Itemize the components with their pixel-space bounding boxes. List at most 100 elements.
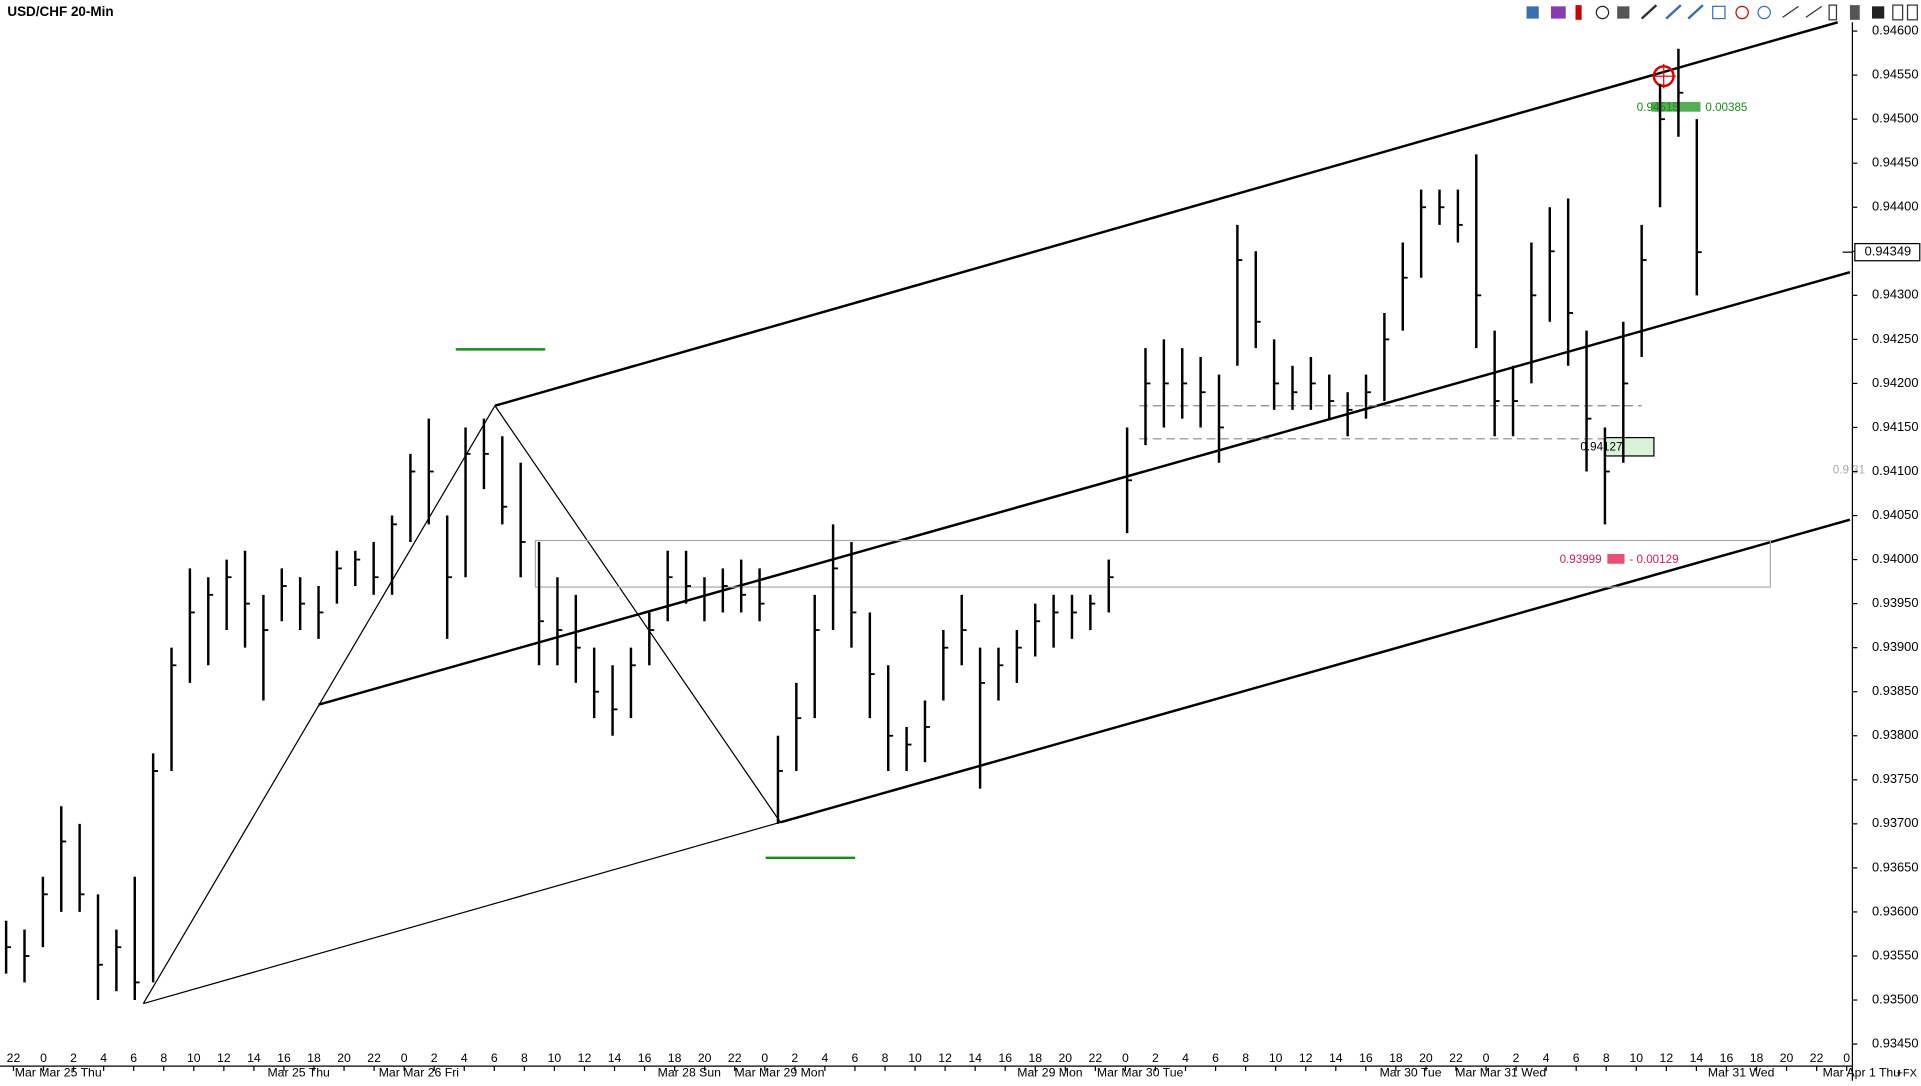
x-tick-label: 18 (1389, 1051, 1403, 1065)
tool-icon[interactable] (1906, 4, 1918, 21)
tool-icon[interactable] (1735, 5, 1749, 20)
x-tick-label: 14 (608, 1051, 622, 1065)
y-tick-label: 0.94300 (1872, 287, 1918, 302)
y-tick-label: 0.93950 (1872, 595, 1918, 610)
tool-icon[interactable] (1849, 5, 1860, 20)
x-tick-label: 12 (578, 1051, 592, 1065)
x-tick-label: 20 (337, 1051, 351, 1065)
tool-icon[interactable] (1575, 5, 1582, 20)
change-swatch (1651, 101, 1701, 112)
annotation: - 0.00129 (1629, 553, 1678, 566)
x-date-label: Mar 28 Sun (658, 1066, 722, 1080)
x-tick-label: 2 (70, 1051, 77, 1065)
x-date-label: Mar Mar 25 Thu (15, 1066, 102, 1080)
y-tick-label: 0.94250 (1872, 331, 1918, 346)
x-date-label: Mar Mar 26 Fri (379, 1066, 459, 1080)
y-tick-label: 0.94100 (1872, 463, 1918, 478)
x-tick-label: 6 (1573, 1051, 1580, 1065)
x-tick-label: 6 (852, 1051, 859, 1065)
x-tick-label: 20 (1419, 1051, 1433, 1065)
annotation: 0.94515 (1637, 101, 1679, 114)
tool-icon[interactable] (1828, 4, 1838, 21)
y-tick-label: 0.94500 (1872, 111, 1918, 126)
tool-icon[interactable] (1871, 6, 1885, 19)
y-tick-label: 0.93550 (1872, 947, 1918, 962)
x-tick-label: 4 (821, 1051, 828, 1065)
x-tick-label: 4 (1543, 1051, 1550, 1065)
tool-icon[interactable] (1640, 4, 1658, 20)
tool-icon[interactable] (1757, 5, 1771, 20)
x-tick-label: 16 (277, 1051, 291, 1065)
x-tick-label: 0 (1843, 1051, 1850, 1065)
x-tick-label: 8 (882, 1051, 889, 1065)
drawings (142, 21, 1851, 1005)
x-tick-label: 18 (307, 1051, 321, 1065)
x-tick-label: 12 (1299, 1051, 1313, 1065)
pitchfork-upper (494, 21, 1839, 407)
tool-icon[interactable] (1526, 6, 1539, 19)
tool-icon[interactable] (1595, 5, 1610, 20)
x-tick-label: 22 (1810, 1051, 1824, 1065)
x-tick-label: 8 (1242, 1051, 1249, 1065)
tool-icon[interactable] (1782, 5, 1799, 18)
x-tick-label: 6 (491, 1051, 498, 1065)
pitchfork-lower (143, 821, 781, 1005)
y-tick-label: 0.94150 (1872, 419, 1918, 434)
y-tick-label: 0.94000 (1872, 551, 1918, 566)
toolbar[interactable] (1526, 4, 1918, 21)
x-tick-label: 0 (1122, 1051, 1129, 1065)
x-tick-label: 22 (1089, 1051, 1103, 1065)
y-tick-label: 0.93900 (1872, 639, 1918, 654)
x-date-label: Mar 29 Mon (1017, 1066, 1083, 1080)
x-tick-label: 8 (521, 1051, 528, 1065)
x-tick-label: 14 (247, 1051, 261, 1065)
x-tick-label: 2 (1152, 1051, 1159, 1065)
y-tick-label: 0.93700 (1872, 815, 1918, 830)
tool-icon[interactable] (1617, 6, 1630, 19)
x-tick-label: 6 (1212, 1051, 1219, 1065)
y-tick-label: 0.93600 (1872, 903, 1918, 918)
x-tick-label: 2 (431, 1051, 438, 1065)
x-date-label: Mar Mar 29 Mon (735, 1066, 825, 1080)
x-date-label: Mar Apr 1 Thu (1823, 1066, 1900, 1080)
y-tick-label: 0.93850 (1872, 683, 1918, 698)
chart-title: USD/CHF 20-Min (7, 4, 113, 19)
annotation: 0.9 31 (1833, 464, 1865, 477)
x-tick-label: 10 (908, 1051, 922, 1065)
x-date-label: Mar 30 Tue (1380, 1066, 1442, 1080)
x-tick-label: 4 (1182, 1051, 1189, 1065)
x-tick-label: 22 (728, 1051, 742, 1065)
x-tick-label: 0 (40, 1051, 47, 1065)
x-tick-label: 10 (1629, 1051, 1643, 1065)
y-tick-label: 0.93650 (1872, 859, 1918, 874)
price-bars (4, 48, 1702, 1001)
tool-icon[interactable] (1665, 4, 1682, 20)
x-tick-label: 8 (160, 1051, 167, 1065)
pitchfork-lower (780, 518, 1851, 824)
y-tick-label: 0.93800 (1872, 727, 1918, 742)
x-date-label: Mar 31 Wed (1708, 1066, 1775, 1080)
tool-icon[interactable] (1712, 5, 1726, 20)
x-tick-label: 4 (100, 1051, 107, 1065)
x-tick-label: 16 (1720, 1051, 1734, 1065)
x-tick-label: 6 (130, 1051, 137, 1065)
x-tick-label: 14 (968, 1051, 982, 1065)
x-date-label: Mar Mar 31 Wed (1455, 1066, 1546, 1080)
x-tick-label: 18 (1750, 1051, 1764, 1065)
last-price-label: 0.94349 (1865, 244, 1911, 259)
tool-icon[interactable] (1892, 4, 1904, 21)
tool-icon[interactable] (1687, 4, 1704, 20)
x-tick-label: 4 (461, 1051, 468, 1065)
x-tick-label: 10 (1269, 1051, 1283, 1065)
x-tick-label: 22 (1449, 1051, 1463, 1065)
tool-icon[interactable] (1551, 6, 1566, 19)
y-tick-label: 0.94200 (1872, 375, 1918, 390)
annotation: 0.94127 (1580, 440, 1622, 453)
y-tick-label: 0.93750 (1872, 771, 1918, 786)
x-tick-label: 22 (367, 1051, 381, 1065)
tool-icon[interactable] (1805, 5, 1823, 18)
x-tick-label: 0 (1483, 1051, 1490, 1065)
x-tick-label: 10 (187, 1051, 201, 1065)
x-tick-label: 16 (1359, 1051, 1373, 1065)
